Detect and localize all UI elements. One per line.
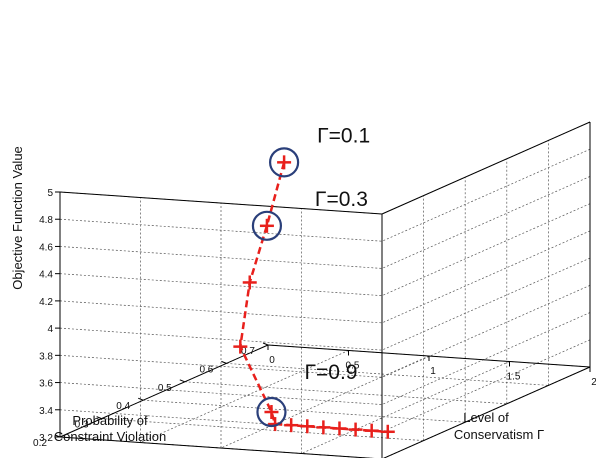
annotation-circle	[256, 396, 287, 428]
data-series	[233, 155, 395, 439]
gridline	[381, 339, 591, 433]
y-axis-title-line-2: Constraint Violation	[54, 429, 167, 444]
annotation-circle	[251, 210, 283, 241]
y-tick-mark	[96, 416, 102, 420]
annotation-label: Γ=0.9	[304, 361, 357, 384]
data-point	[259, 218, 274, 233]
z-tick-label: 4.4	[39, 270, 53, 281]
annotation-label: Γ=0.1	[317, 124, 370, 147]
data-point	[284, 418, 299, 433]
grid-layer	[59, 121, 591, 458]
gridline	[59, 327, 383, 351]
gridline	[301, 361, 510, 454]
gridline	[381, 285, 591, 378]
gridline	[381, 257, 591, 351]
z-tick-label: 4.6	[39, 242, 53, 253]
y-tick-mark	[221, 360, 227, 364]
y-axis-title-line-1: Probability of	[72, 413, 148, 428]
gridline	[59, 218, 383, 242]
y-tick-label: 0.4	[116, 401, 130, 412]
gridline	[381, 148, 591, 242]
gridline	[184, 381, 507, 405]
gridline	[143, 399, 466, 423]
box-edge	[59, 436, 375, 458]
gridline	[59, 382, 383, 405]
z-tick-label: 4.8	[39, 215, 53, 226]
gridline	[381, 230, 591, 324]
x-tick-label: 1	[430, 366, 436, 377]
z-tick-label: 3.4	[39, 406, 53, 417]
data-point	[300, 419, 315, 434]
box-edge	[383, 366, 591, 458]
data-point	[277, 155, 292, 170]
axes-layer	[59, 121, 591, 458]
gridline	[59, 300, 383, 324]
x-axis-title-line-2: Conservatism Γ	[454, 427, 544, 442]
box-edge	[381, 121, 591, 215]
z-tick-label: 3.6	[39, 379, 53, 390]
y-tick-mark	[179, 379, 185, 383]
data-point	[364, 423, 379, 438]
data-point	[380, 424, 395, 439]
y-tick-mark	[138, 397, 144, 401]
data-point	[233, 339, 248, 354]
x-axis-title-line-1: Level of	[463, 410, 509, 425]
data-point	[242, 275, 257, 290]
gridline	[220, 355, 430, 449]
annotations: Γ=0.1 Γ=0.3 Γ=0.9	[251, 124, 370, 428]
y-axis-line	[59, 344, 269, 438]
z-tick-label: 4.2	[39, 297, 53, 308]
z-axis-title: Objective Function Value	[10, 146, 25, 290]
x-tick-label: 0	[269, 355, 275, 366]
gridline	[381, 312, 591, 405]
tick-labels: 0 0.5 1 1.5 2 0.2 0.3 0.4 0.5 0.6 0.7 3.2 3.4 3.6 3.8 4…	[33, 188, 596, 449]
y-tick-mark	[262, 342, 269, 346]
x-tick-label: 1.5	[507, 372, 521, 383]
gridline	[59, 273, 383, 297]
data-point	[316, 420, 331, 435]
gridline	[381, 176, 591, 269]
annotation-label: Γ=0.3	[315, 188, 368, 211]
z-tick-label: 3.2	[39, 433, 53, 444]
gridline	[59, 246, 383, 269]
z-tick-label: 5	[47, 188, 53, 199]
gridline	[140, 350, 349, 443]
y-tick-label: 0.7	[241, 346, 255, 357]
gridline	[226, 363, 549, 386]
data-point	[332, 421, 347, 436]
gridline	[381, 203, 591, 296]
x-tick-label: 0.5	[346, 361, 360, 372]
z-tick-label: 3.8	[39, 351, 53, 362]
y-tick-label: 0.3	[75, 420, 89, 431]
annotation-circle	[269, 147, 300, 178]
data-point	[264, 405, 279, 420]
x-tick-label: 2	[591, 377, 596, 388]
box-edge	[59, 191, 383, 215]
data-point	[348, 422, 363, 437]
y-tick-label: 0.5	[158, 383, 172, 394]
z-tick-label: 4	[47, 324, 53, 335]
y-tick-label: 0.2	[33, 438, 47, 449]
y-tick-label: 0.6	[199, 364, 213, 375]
gridline	[101, 418, 424, 441]
